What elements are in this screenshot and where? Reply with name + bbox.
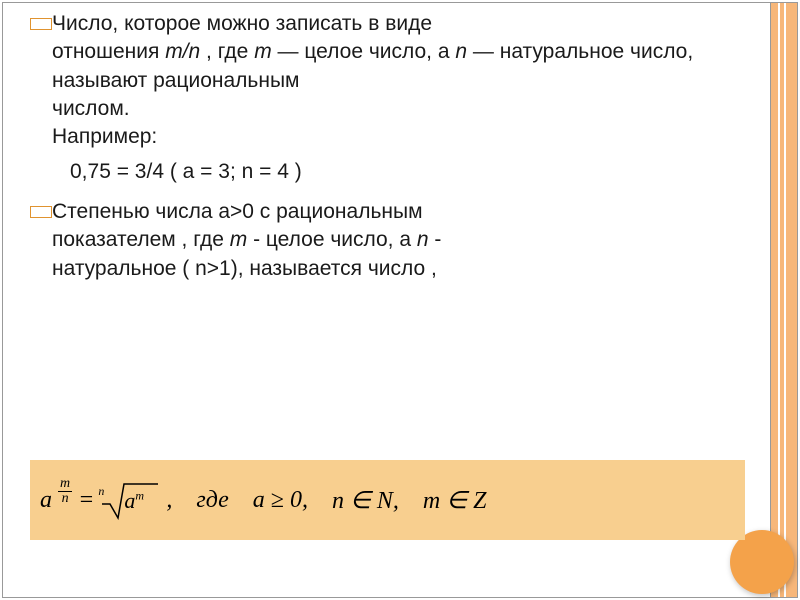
var-a: a — [40, 487, 52, 514]
text-m: m — [254, 40, 272, 63]
radicand: am — [124, 488, 144, 514]
bullet-icon — [30, 206, 52, 218]
rad-exp: m — [135, 489, 144, 503]
nth-root: n am — [100, 478, 160, 522]
text-mn: m/n — [165, 40, 200, 63]
text: натуральное ( n>1), называется число , — [52, 257, 437, 280]
text-m: m — [230, 228, 248, 251]
comma: , — [166, 487, 172, 514]
cond-m: m ∈ Z — [423, 486, 487, 515]
example-row: 0,75 = 3/4 ( a = 3; n = 4 ) — [70, 158, 745, 186]
formula: a m n = n am , где a ≥ 0, n ∈ N, m ∈ Z — [40, 477, 486, 524]
cond-n: n ∈ N, — [332, 486, 399, 515]
power-fraction: m n — [58, 477, 72, 506]
text-n: n — [455, 40, 467, 63]
formula-box: a m n = n am , где a ≥ 0, n ∈ N, m ∈ Z — [30, 460, 745, 540]
example-label: Например: — [52, 125, 157, 148]
text-n: n — [417, 228, 429, 251]
text: , где — [206, 40, 254, 63]
frac-den: n — [60, 492, 71, 506]
bullet-1-text: Число, которое можно записать в виде отн… — [52, 10, 745, 152]
bullet-icon — [30, 18, 52, 30]
text: отношения — [52, 40, 165, 63]
text: - целое число, а — [253, 228, 417, 251]
gde: где — [196, 487, 228, 514]
right-strip — [770, 2, 798, 598]
bullet-1: Число, которое можно записать в виде отн… — [30, 10, 745, 152]
bullet-2-text: Степенью числа a>0 с рациональным показа… — [52, 198, 745, 283]
text: числом. — [52, 97, 130, 120]
text: показателем , где — [52, 228, 230, 251]
bullet-2: Степенью числа a>0 с рациональным показа… — [30, 198, 745, 283]
equals: = — [78, 487, 94, 514]
text: — целое число, а — [278, 40, 456, 63]
frac-num: m — [58, 477, 72, 492]
text: Число, которое можно записать в виде — [52, 12, 432, 35]
text: - — [434, 228, 441, 251]
text: Степенью числа a>0 с рациональным — [52, 200, 423, 223]
cond-a: a ≥ 0, — [253, 487, 308, 514]
root-index: n — [98, 484, 104, 499]
example-text: 0,75 = 3/4 ( a = 3; n = 4 ) — [70, 160, 302, 183]
slide: Число, которое можно записать в виде отн… — [0, 0, 800, 600]
rad-base: a — [124, 488, 135, 513]
